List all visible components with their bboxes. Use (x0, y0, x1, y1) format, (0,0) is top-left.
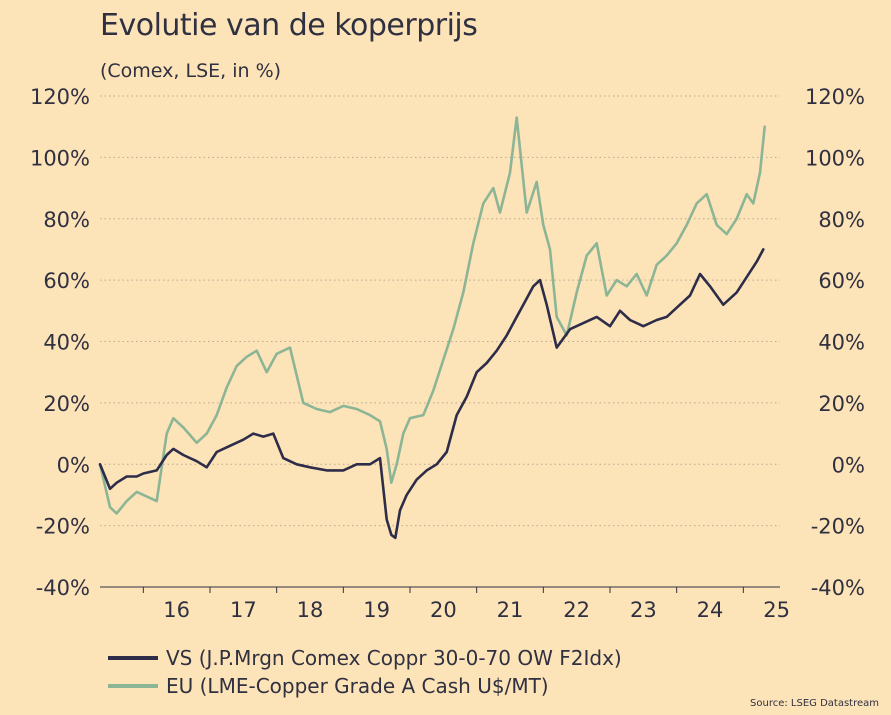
y-tick-label-left: 20% (43, 392, 90, 416)
grid-lines (100, 95, 780, 527)
y-tick-label-left: 120% (30, 85, 90, 109)
legend-label-eu: EU (LME-Copper Grade A Cash U$/MT) (166, 674, 549, 698)
legend: VS (J.P.Mrgn Comex Coppr 30-0-70 OW F2Id… (108, 644, 622, 700)
series-line-eu (98, 116, 766, 515)
x-tick-label: 18 (297, 598, 324, 622)
chart-title: Evolutie van de koperprijs (100, 8, 478, 43)
x-tick-label: 21 (497, 598, 524, 622)
source-note: Source: LSEG Datastream (750, 698, 879, 709)
y-tick-label-right: 80% (818, 208, 865, 232)
series-group (98, 116, 766, 540)
y-tick-label-right: 120% (805, 85, 865, 109)
x-tick-label: 16 (163, 598, 190, 622)
x-tick-label: 20 (430, 598, 457, 622)
x-tick-label: 19 (363, 598, 390, 622)
series-line-vs (98, 248, 765, 540)
legend-swatch-vs (108, 656, 158, 660)
y-tick-label-left: 0% (57, 453, 90, 477)
legend-item-eu: EU (LME-Copper Grade A Cash U$/MT) (108, 672, 622, 700)
y-tick-label-right: -20% (811, 515, 865, 539)
y-axis-right: 120% 100% 80% 60% 40% 20% 0% -20% -40% (805, 85, 865, 600)
chart-subtitle: (Comex, LSE, in %) (100, 60, 282, 82)
x-tick-label: 22 (563, 598, 590, 622)
legend-swatch-eu (108, 684, 158, 688)
y-tick-label-left: -20% (36, 515, 90, 539)
x-tick-label: 25 (763, 598, 790, 622)
y-tick-label-right: 60% (818, 269, 865, 293)
x-tick-label: 24 (697, 598, 724, 622)
y-tick-label-left: 100% (30, 146, 90, 170)
y-tick-label-right: 0% (832, 453, 865, 477)
y-tick-label-right: 20% (818, 392, 865, 416)
legend-label-vs: VS (J.P.Mrgn Comex Coppr 30-0-70 OW F2Id… (166, 646, 622, 670)
y-tick-label-left: -40% (36, 576, 90, 600)
legend-item-vs: VS (J.P.Mrgn Comex Coppr 30-0-70 OW F2Id… (108, 644, 622, 672)
y-tick-label-left: 40% (43, 331, 90, 355)
y-tick-label-right: -40% (811, 576, 865, 600)
y-tick-label-left: 80% (43, 208, 90, 232)
x-tick-label: 23 (630, 598, 657, 622)
x-axis: 16 17 18 19 20 21 22 23 24 25 (100, 586, 790, 622)
y-tick-label-left: 60% (43, 269, 90, 293)
x-tick-label: 17 (230, 598, 257, 622)
y-tick-label-right: 100% (805, 146, 865, 170)
y-axis-left: 120% 100% 80% 60% 40% 20% 0% -20% -40% (30, 85, 90, 600)
y-tick-label-right: 40% (818, 331, 865, 355)
